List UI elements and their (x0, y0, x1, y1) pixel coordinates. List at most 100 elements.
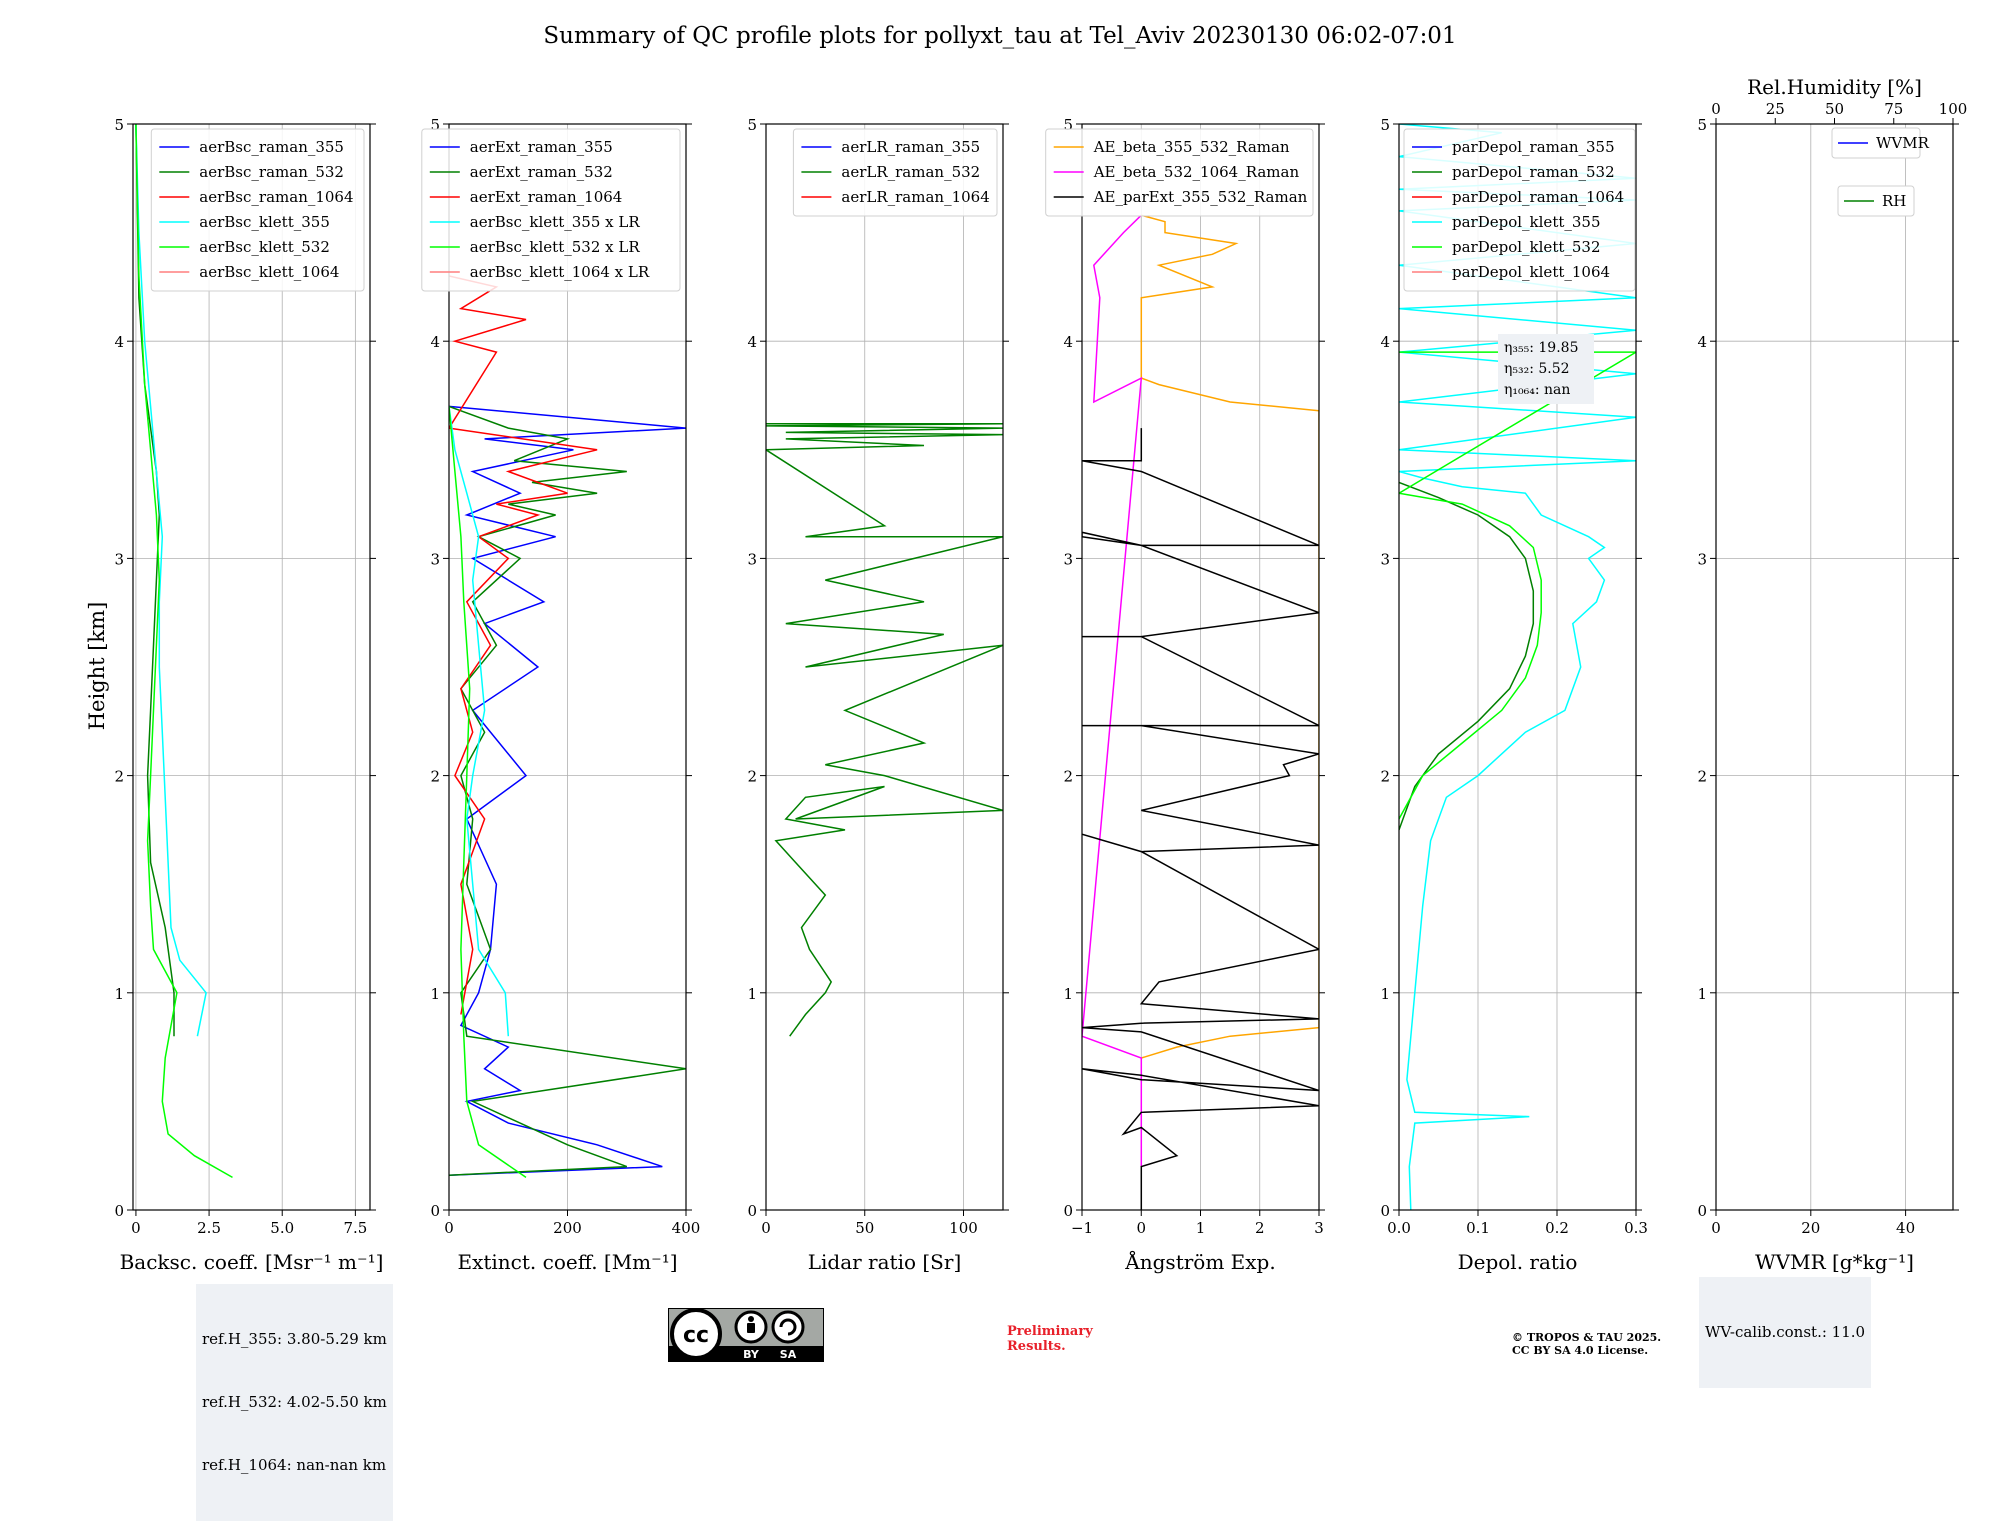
ref-height-1064: ref.H_1064: nan-nan km (202, 1456, 387, 1474)
x-tick-label: 1 (1196, 1219, 1206, 1237)
y-tick-label: 5 (114, 116, 124, 134)
y-tick-label: 0 (1697, 1202, 1707, 1220)
y-tick-label: 3 (1063, 550, 1073, 568)
y-tick-label: 1 (747, 985, 757, 1003)
legend-label: AE_parExt_355_532_Raman (1093, 188, 1308, 206)
data-area (766, 422, 1003, 1037)
y-tick-label: 5 (1063, 116, 1073, 134)
x-tick-label: −1 (1071, 1219, 1093, 1237)
x-tick-label: 0 (444, 1219, 454, 1237)
x-axis-label: Ångström Exp. (1124, 1249, 1275, 1274)
x2-tick-label: 100 (1939, 100, 1968, 118)
x-tick-label: 100 (949, 1219, 978, 1237)
x-tick-label: 0.0 (1387, 1219, 1411, 1237)
copyright-line-2: CC BY SA 4.0 License. (1512, 1344, 1649, 1357)
series-line-AE_beta_355_532_Raman (1140, 214, 1319, 1059)
axes-frame (132, 123, 371, 1211)
series-line-aerBsc_klett_532 x LR (449, 406, 527, 1179)
y-tick-label: 0 (430, 1202, 440, 1220)
y-tick-label: 5 (1380, 116, 1390, 134)
legend-label: parDepol_raman_355 (1452, 138, 1615, 156)
legend-label: parDepol_raman_532 (1452, 163, 1615, 181)
series-line-aerLR_raman_532 (766, 422, 1003, 1037)
series-line-parDepol_klett_532 (1399, 351, 1636, 820)
series-line-aerBsc_klett_355 x LR (449, 406, 510, 1037)
wv-calib-constant: WV-calib.const.: 11.0 (1705, 1323, 1866, 1341)
x-axis-label: Lidar ratio [Sr] (808, 1250, 962, 1274)
x-tick-label: 0.1 (1466, 1219, 1490, 1237)
preliminary-line-1: Preliminary (1007, 1324, 1093, 1339)
y-tick-label: 5 (747, 116, 757, 134)
y-tick-label: 0 (747, 1202, 757, 1220)
copyright-line-1: © TROPOS & TAU 2025. (1512, 1331, 1662, 1344)
data-area (1082, 214, 1319, 1210)
y-tick-label: 3 (114, 550, 124, 568)
legend-label: aerExt_raman_532 (470, 163, 613, 181)
x-tick-label: 50 (855, 1219, 874, 1237)
x2-tick-label: 0 (1711, 100, 1721, 118)
x-axis-label: Depol. ratio (1458, 1250, 1578, 1274)
x-tick-label: 40 (1896, 1219, 1915, 1237)
legend-label: aerBsc_klett_1064 x LR (470, 263, 650, 281)
y-tick-label: 4 (1063, 333, 1073, 351)
x-tick-label: 0 (1136, 1219, 1146, 1237)
legend-label: AE_beta_532_1064_Raman (1093, 163, 1300, 181)
y-tick-label: 1 (114, 985, 124, 1003)
legend-label: aerBsc_klett_532 x LR (470, 238, 641, 256)
figure-title: Summary of QC profile plots for pollyxt_… (543, 23, 1456, 49)
legend-label: AE_beta_355_532_Raman (1093, 138, 1290, 156)
legend-label: aerBsc_klett_1064 (199, 263, 339, 281)
legend-box (1837, 185, 1915, 217)
data-area (1399, 124, 1636, 1210)
axes-frame (1715, 123, 1954, 1211)
x2-tick-label: 75 (1884, 100, 1903, 118)
cc-by-sa-license-badge: cc BY SA (668, 1308, 824, 1362)
y-tick-label: 0 (114, 1202, 124, 1220)
y-tick-label: 3 (1697, 550, 1707, 568)
eta-annotation: η₃₅₅: 19.85 (1504, 340, 1578, 356)
y-tick-label: 2 (1380, 768, 1390, 786)
ref-height-532: ref.H_532: 4.02-5.50 km (202, 1393, 387, 1411)
panel-5: 0.0 0.1 0.2 0.3 0 1 2 3 4 5 Depol. ratio parDepol_r… (1380, 116, 1647, 1274)
legend-label: aerBsc_klett_532 (199, 238, 330, 256)
ref-height-355: ref.H_355: 3.80-5.29 km (202, 1330, 387, 1348)
legend-box (1831, 127, 1921, 159)
legend-label: aerBsc_klett_355 x LR (470, 213, 641, 231)
x-tick-label: 0 (1711, 1219, 1721, 1237)
series-line-aerExt_raman_1064 (449, 275, 598, 1015)
legend-label: aerBsc_raman_1064 (199, 188, 353, 206)
x-tick-label: 7.5 (343, 1219, 367, 1237)
panel-6: 0 20 40 0 1 2 3 4 5 WVMR [g*kg⁻¹] 0 25 50 75 100 Rel.Hu… (1697, 75, 1967, 1274)
legend-label: aerLR_raman_355 (841, 138, 980, 156)
x-axis-label: Extinct. coeff. [Mm⁻¹] (457, 1250, 677, 1274)
eta-annotation-box (1498, 334, 1594, 404)
series-line-aerBsc_klett_355 (135, 124, 207, 1037)
legend-box (1403, 128, 1636, 292)
figure-canvas: Summary of QC profile plots for pollyxt_… (85, 23, 1967, 1274)
eta-annotation: η₅₃₂: 5.52 (1504, 361, 1570, 377)
data-area (449, 275, 686, 1179)
y-tick-label: 2 (1697, 768, 1707, 786)
x-tick-label: 0 (761, 1219, 771, 1237)
panel-1: 0 2.5 5.0 7.5 0 1 2 3 4 5 Backsc. coeff. [Msr⁻¹ m⁻… (114, 116, 383, 1274)
copyright-notice: © TROPOS & TAU 2025. CC BY SA 4.0 Licens… (1512, 1331, 1661, 1357)
x-tick-label: 0.2 (1545, 1219, 1569, 1237)
series-line-AE_beta_532_1064_Raman (1082, 214, 1143, 1167)
y-tick-label: 3 (1380, 550, 1390, 568)
y-tick-label: 3 (747, 550, 757, 568)
y-tick-label: 0 (1063, 1202, 1073, 1220)
panel-2: 0 200 400 0 1 2 3 4 5 Extinct. coeff. [Mm⁻¹] aerEx… (421, 116, 701, 1274)
legend-label: WVMR (1876, 134, 1930, 152)
wv-calibration-box: WV-calib.const.: 11.0 (1699, 1277, 1872, 1388)
panel-3: 0 50 100 0 1 2 3 4 5 Lidar ratio [Sr] aerLR_raman_… (747, 116, 1009, 1274)
reference-height-box: ref.H_355: 3.80-5.29 km ref.H_532: 4.02-… (196, 1284, 393, 1521)
legend-label: RH (1882, 192, 1906, 210)
by-badge-text: BY (743, 1348, 760, 1361)
x-axis-label: Backsc. coeff. [Msr⁻¹ m⁻¹] (120, 1250, 384, 1274)
cc-badge-text: cc (683, 1323, 709, 1348)
x-tick-label: 400 (672, 1219, 701, 1237)
legend-label: aerExt_raman_1064 (470, 188, 623, 206)
x2-tick-label: 50 (1825, 100, 1844, 118)
y-tick-label: 4 (1697, 333, 1707, 351)
